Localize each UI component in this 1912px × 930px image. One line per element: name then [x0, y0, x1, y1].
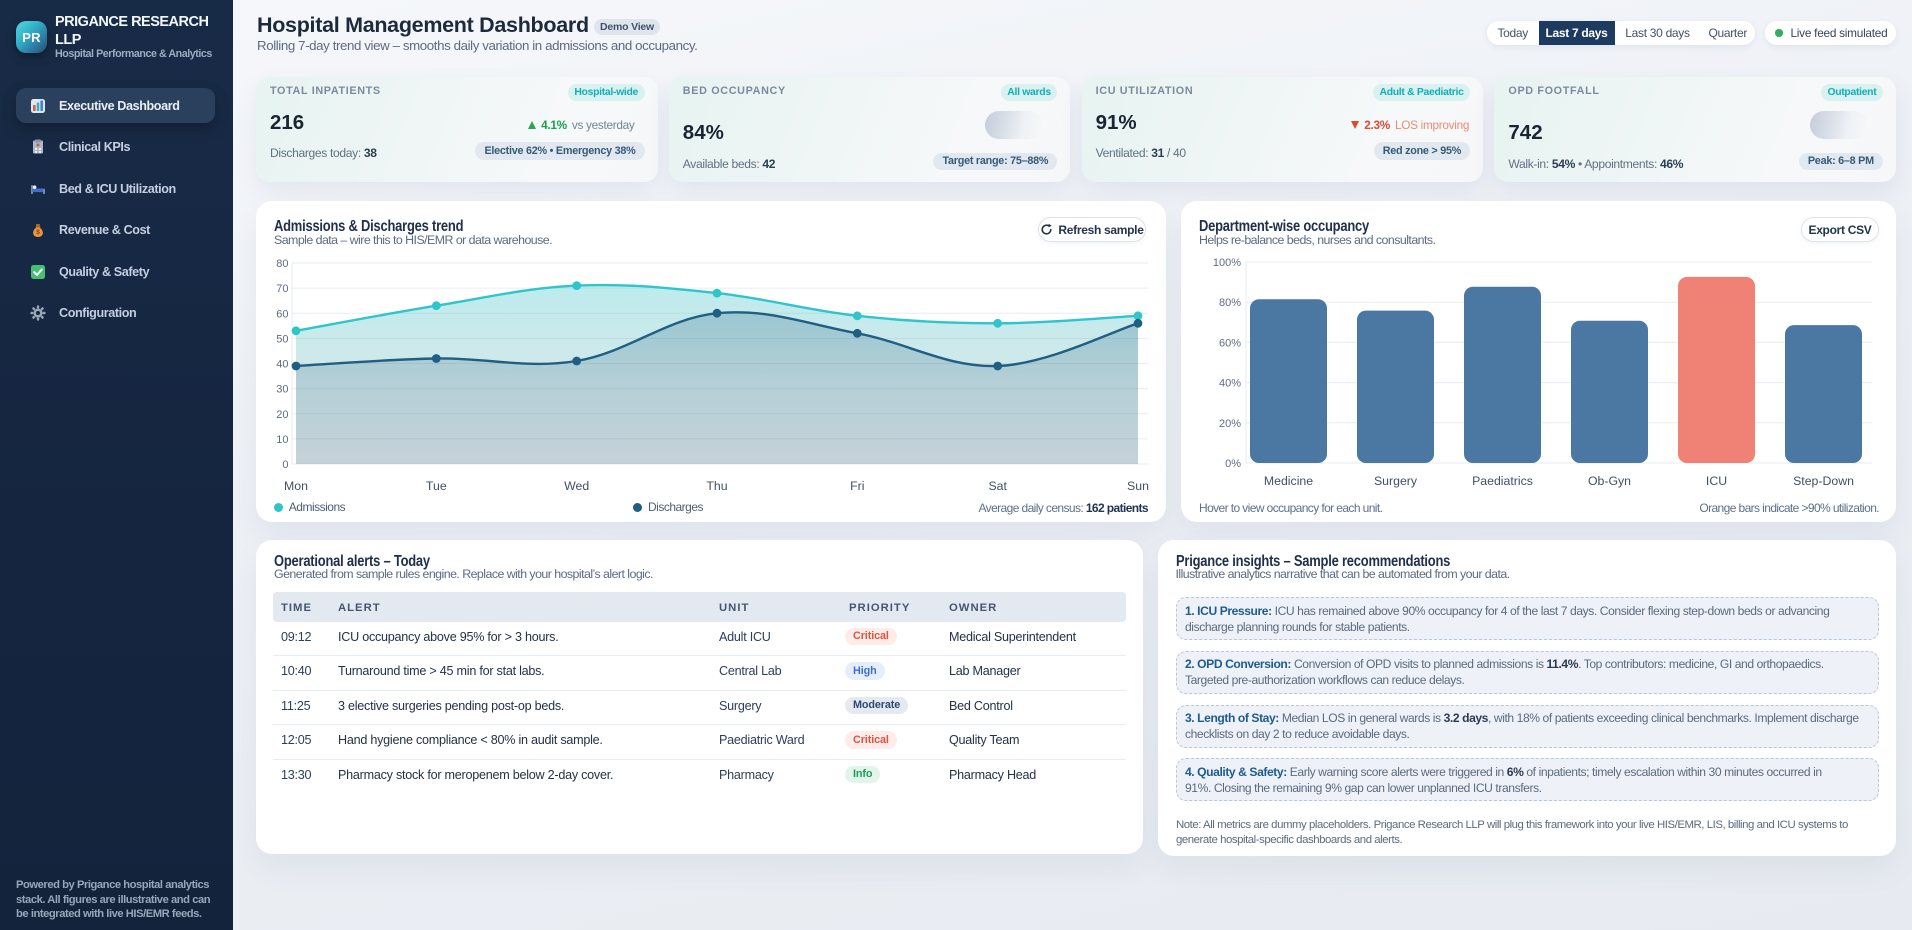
svg-text:60%: 60%: [1219, 337, 1241, 349]
svg-text:0: 0: [282, 459, 288, 471]
svg-text:Surgery: Surgery: [1374, 474, 1418, 488]
svg-text:20%: 20%: [1219, 418, 1241, 430]
svg-text:80%: 80%: [1219, 297, 1241, 309]
svg-text:Medicine: Medicine: [1264, 474, 1313, 488]
svg-text:40: 40: [276, 359, 288, 371]
svg-text:50: 50: [276, 333, 288, 345]
svg-text:100%: 100%: [1213, 257, 1241, 269]
svg-text:10: 10: [276, 434, 288, 446]
svg-text:Wed: Wed: [564, 479, 589, 493]
svg-text:Tue: Tue: [426, 479, 447, 493]
svg-text:Mon: Mon: [284, 479, 308, 493]
svg-text:60: 60: [276, 308, 288, 320]
svg-text:Fri: Fri: [850, 479, 864, 493]
svg-text:Sun: Sun: [1127, 479, 1149, 493]
svg-text:ICU: ICU: [1706, 474, 1727, 488]
svg-text:Ob-Gyn: Ob-Gyn: [1588, 474, 1631, 488]
svg-text:80: 80: [276, 258, 288, 270]
svg-text:Step-Down: Step-Down: [1793, 474, 1854, 488]
svg-text:0%: 0%: [1225, 458, 1241, 470]
svg-text:20: 20: [276, 409, 288, 421]
svg-text:Thu: Thu: [706, 479, 727, 493]
svg-text:Paediatrics: Paediatrics: [1472, 474, 1533, 488]
svg-text:$: $: [36, 229, 40, 236]
svg-text:Sat: Sat: [988, 479, 1007, 493]
svg-text:30: 30: [276, 384, 288, 396]
svg-text:40%: 40%: [1219, 378, 1241, 390]
svg-text:70: 70: [276, 283, 288, 295]
